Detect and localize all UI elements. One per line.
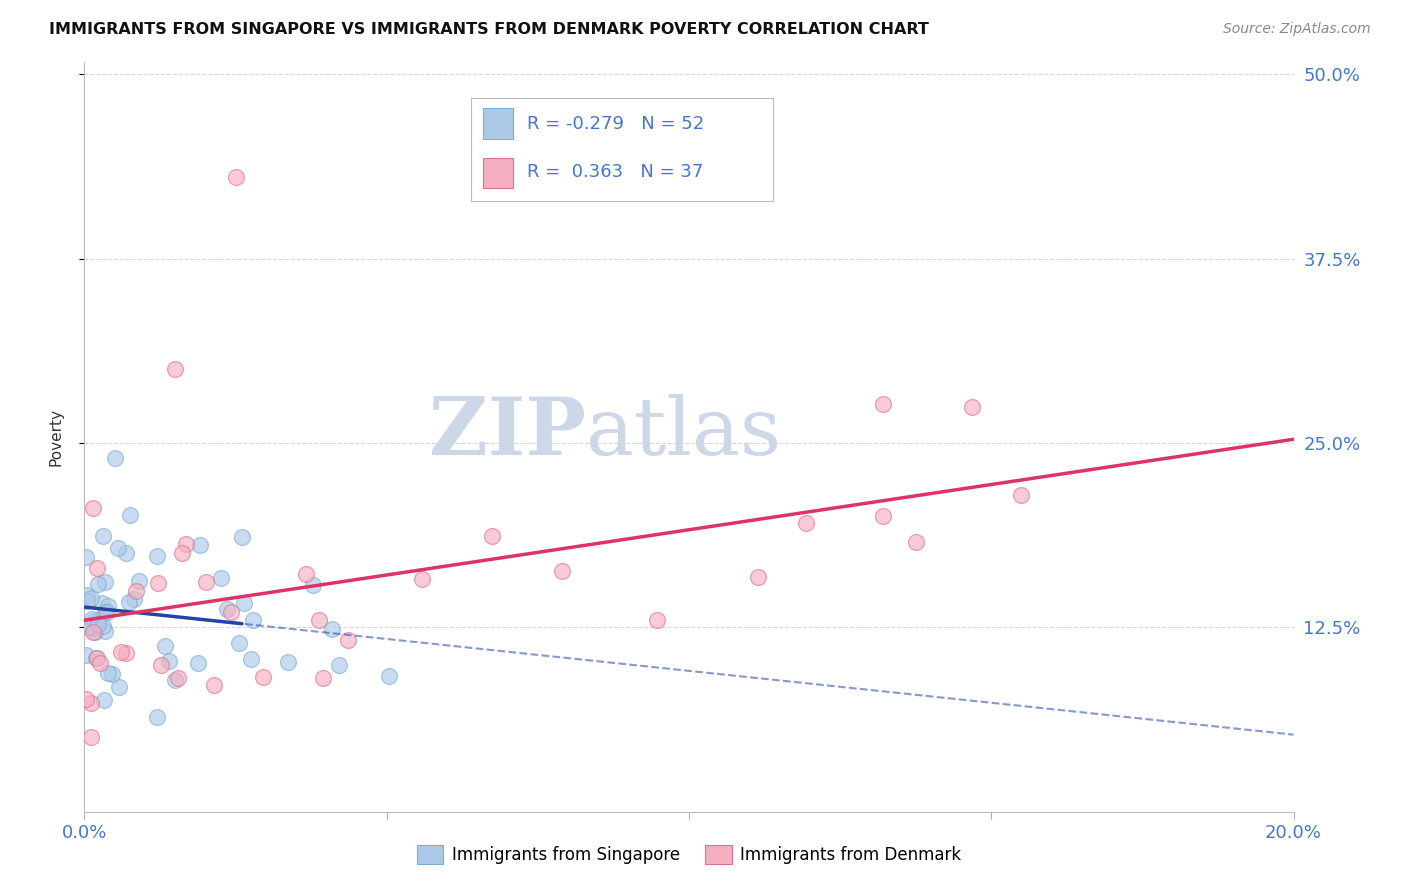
- Point: [302, 578, 325, 592]
- Point: [157, 654, 180, 668]
- Point: [150, 658, 173, 673]
- Point: [155, 640, 177, 654]
- FancyBboxPatch shape: [484, 158, 513, 188]
- Point: [481, 529, 503, 543]
- Point: [84, 651, 107, 665]
- Point: [187, 656, 209, 670]
- Point: [202, 678, 225, 692]
- Point: [82, 621, 104, 635]
- Point: [645, 613, 668, 627]
- Point: [551, 564, 574, 578]
- Point: [75, 691, 97, 706]
- Point: [83, 625, 105, 640]
- Point: [146, 549, 169, 563]
- Point: [90, 596, 112, 610]
- Text: Source: ZipAtlas.com: Source: ZipAtlas.com: [1223, 22, 1371, 37]
- Point: [80, 731, 103, 745]
- Point: [328, 657, 350, 672]
- Point: [93, 619, 115, 633]
- Point: [252, 670, 274, 684]
- Point: [231, 530, 253, 544]
- Point: [960, 400, 983, 414]
- Point: [872, 397, 894, 411]
- Point: [165, 362, 187, 376]
- Point: [107, 680, 129, 694]
- Point: [747, 569, 769, 583]
- Point: [377, 668, 399, 682]
- Point: [86, 650, 108, 665]
- Point: [87, 613, 110, 627]
- Point: [114, 646, 136, 660]
- Point: [240, 652, 263, 666]
- Text: IMMIGRANTS FROM SINGAPORE VS IMMIGRANTS FROM DENMARK POVERTY CORRELATION CHART: IMMIGRANTS FROM SINGAPORE VS IMMIGRANTS …: [49, 22, 929, 37]
- Point: [77, 620, 100, 634]
- Point: [97, 665, 120, 680]
- Point: [215, 601, 238, 615]
- Point: [75, 648, 97, 662]
- Point: [295, 566, 318, 581]
- Legend: Immigrants from Singapore, Immigrants from Denmark: Immigrants from Singapore, Immigrants fr…: [411, 838, 967, 871]
- Point: [91, 529, 114, 543]
- Point: [794, 516, 817, 530]
- Point: [93, 693, 115, 707]
- Text: atlas: atlas: [586, 394, 782, 473]
- Point: [89, 656, 111, 670]
- Point: [125, 583, 148, 598]
- Point: [80, 591, 103, 606]
- Text: R = -0.279   N = 52: R = -0.279 N = 52: [527, 115, 704, 133]
- Point: [87, 577, 110, 591]
- Point: [97, 599, 120, 613]
- Point: [872, 509, 894, 524]
- Point: [117, 594, 139, 608]
- FancyBboxPatch shape: [484, 109, 513, 139]
- Point: [115, 546, 138, 560]
- Point: [219, 605, 242, 619]
- Point: [232, 596, 254, 610]
- Point: [1011, 487, 1033, 501]
- Point: [94, 574, 117, 589]
- Point: [80, 612, 103, 626]
- Point: [76, 588, 98, 602]
- Point: [107, 541, 129, 556]
- Point: [83, 614, 105, 628]
- Point: [76, 594, 98, 608]
- Point: [128, 574, 150, 588]
- Y-axis label: Poverty: Poverty: [49, 408, 63, 467]
- Point: [146, 710, 169, 724]
- Point: [167, 671, 190, 685]
- Point: [209, 571, 232, 585]
- Point: [80, 696, 103, 710]
- Point: [311, 671, 333, 685]
- Point: [75, 549, 97, 564]
- Point: [96, 605, 118, 619]
- Point: [82, 500, 104, 515]
- Point: [94, 624, 117, 639]
- Point: [101, 667, 124, 681]
- Point: [146, 576, 169, 591]
- Point: [120, 508, 142, 523]
- Point: [174, 537, 197, 551]
- Point: [82, 625, 104, 640]
- Point: [94, 605, 117, 619]
- Point: [242, 613, 264, 627]
- Point: [104, 450, 127, 465]
- Text: R =  0.363   N = 37: R = 0.363 N = 37: [527, 163, 703, 181]
- Point: [277, 655, 299, 669]
- Point: [411, 572, 433, 586]
- Point: [110, 645, 132, 659]
- Point: [163, 673, 186, 687]
- Point: [228, 636, 250, 650]
- Point: [188, 538, 211, 552]
- Point: [122, 591, 145, 606]
- Point: [195, 574, 218, 589]
- Point: [905, 535, 928, 549]
- Text: ZIP: ZIP: [429, 394, 586, 473]
- Point: [172, 546, 194, 560]
- Point: [86, 561, 108, 575]
- Point: [87, 617, 110, 632]
- Point: [308, 613, 330, 627]
- Point: [225, 170, 247, 185]
- Point: [337, 632, 360, 647]
- Point: [321, 622, 343, 636]
